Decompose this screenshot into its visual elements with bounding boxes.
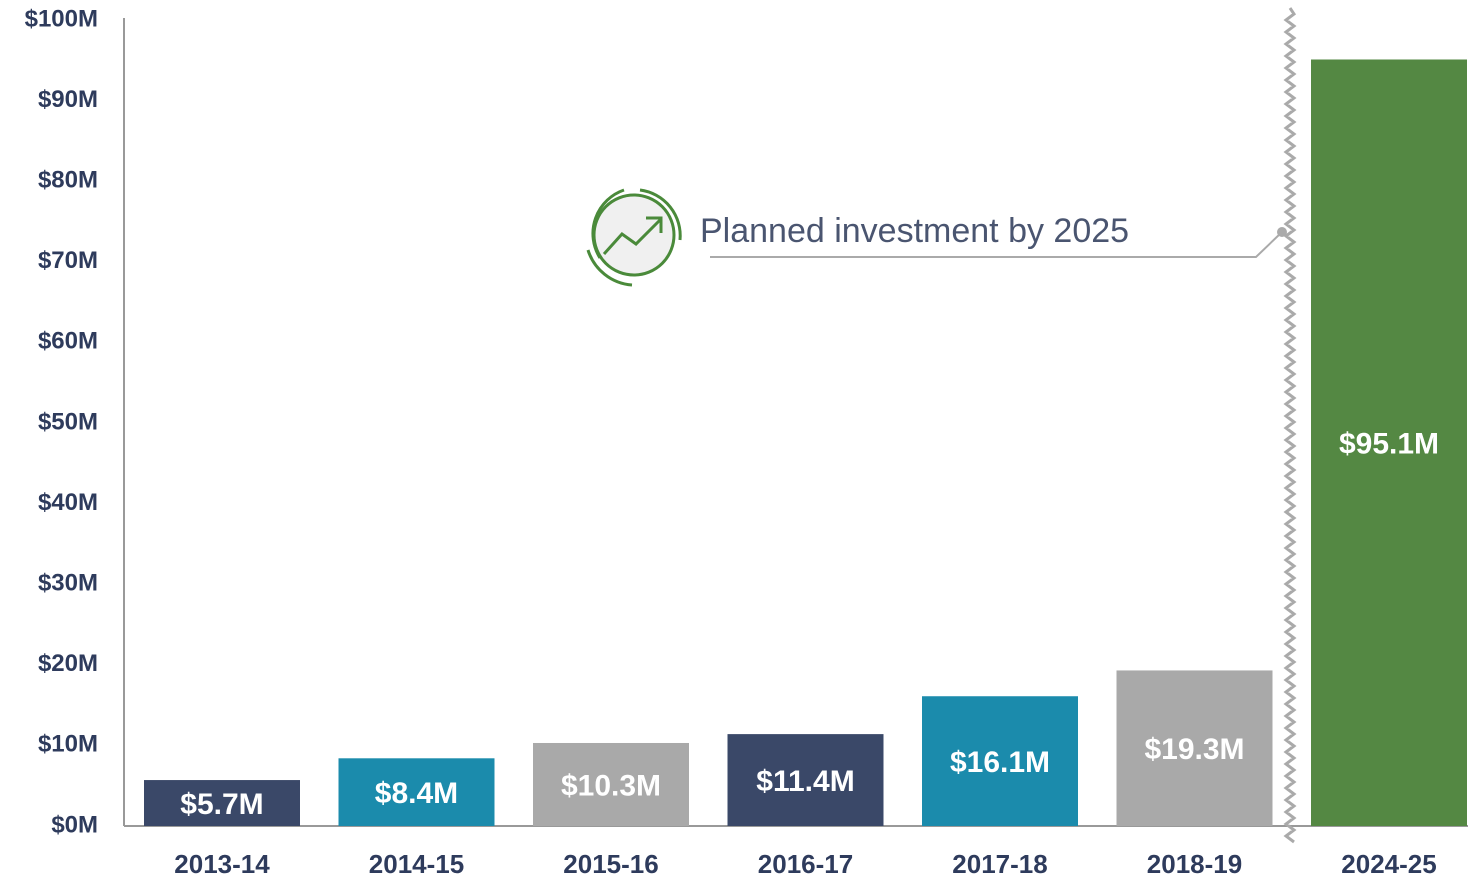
value-label: $8.4M — [375, 777, 458, 810]
y-tick-label: $70M — [38, 247, 98, 274]
y-tick-label: $30M — [38, 570, 98, 597]
y-tick-label: $60M — [38, 328, 98, 355]
bar — [1116, 670, 1273, 826]
y-tick-label: $50M — [38, 408, 98, 435]
x-tick-label: 2017-18 — [952, 849, 1047, 879]
y-tick-label: $90M — [38, 86, 98, 113]
bar — [922, 696, 1078, 826]
y-tick-label: $100M — [25, 5, 98, 32]
x-tick-label: 2015-16 — [563, 849, 658, 879]
axis-break — [1283, 7, 1297, 844]
value-label: $10.3M — [561, 769, 661, 802]
annotation-leader — [710, 231, 1283, 258]
value-label: $95.1M — [1339, 428, 1439, 461]
x-tick-label: 2018-19 — [1147, 849, 1242, 879]
value-label: $16.1M — [950, 746, 1050, 779]
annotation: Planned investment by 2025 — [700, 212, 1129, 250]
annotation-dot — [1277, 227, 1287, 237]
value-label: $11.4M — [756, 765, 854, 798]
x-tick-label: 2016-17 — [758, 849, 853, 879]
y-tick-label: $20M — [38, 650, 98, 677]
y-tick-label: $80M — [38, 167, 98, 194]
value-label: $5.7M — [180, 788, 263, 821]
bar — [533, 742, 689, 826]
annotation-icon — [586, 188, 682, 287]
bar — [338, 758, 495, 826]
x-tick-label: 2013-14 — [174, 849, 270, 879]
y-tick-label: $10M — [38, 731, 98, 758]
value-label: $19.3M — [1144, 733, 1244, 766]
x-tick-label: 2014-15 — [369, 849, 464, 879]
bar — [1311, 59, 1467, 826]
x-tick-label: 2024-25 — [1341, 849, 1436, 879]
bar — [727, 734, 884, 826]
bar — [144, 780, 300, 826]
y-tick-label: $40M — [38, 489, 98, 516]
y-tick-label: $0M — [51, 811, 98, 838]
